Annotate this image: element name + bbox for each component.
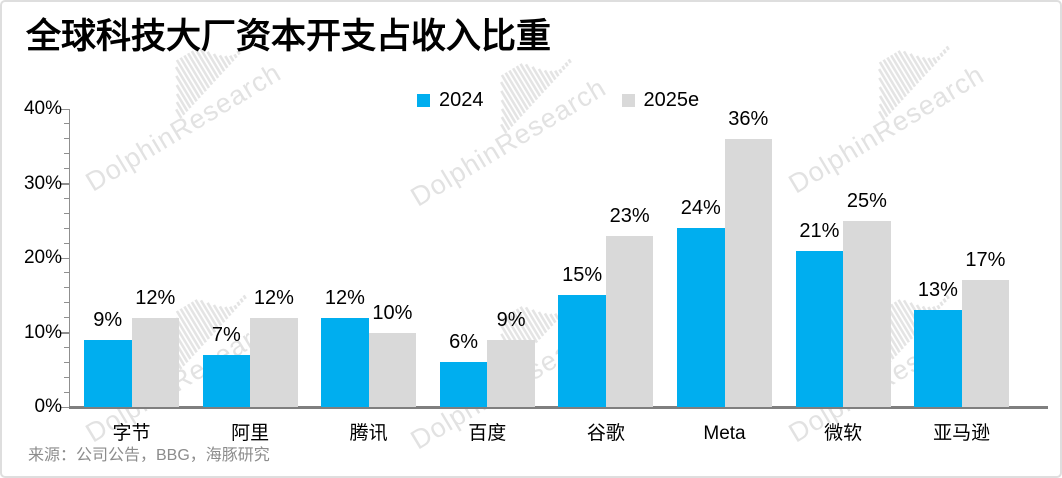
y-major-tick <box>60 406 69 408</box>
y-minor-tick <box>63 302 69 304</box>
bar <box>795 250 844 407</box>
bar <box>724 138 772 407</box>
legend-label: 2025e <box>643 89 700 111</box>
y-axis-line <box>68 109 70 407</box>
watermark: DolphinResearch <box>782 45 990 201</box>
source-note: 来源：公司公告，BBG，海豚研究 <box>28 447 270 464</box>
category-label: 百度 <box>468 423 507 444</box>
x-axis-line <box>68 406 1048 409</box>
y-tick-label: 10% <box>23 321 62 343</box>
y-minor-tick <box>63 227 69 229</box>
bar <box>961 280 1010 407</box>
legend: 2024 2025e <box>417 90 699 110</box>
legend-item: 2024 <box>417 90 484 110</box>
y-minor-tick <box>63 168 69 170</box>
category-label: 微软 <box>824 423 863 444</box>
y-tick-label: 30% <box>23 172 62 194</box>
category-label: 谷歌 <box>586 423 625 444</box>
legend-swatch-icon <box>417 93 430 107</box>
bar-value-label: 6% <box>449 331 478 354</box>
bar-value-label: 12% <box>135 286 176 309</box>
dolphin-wave-icon <box>499 58 572 134</box>
y-minor-tick <box>63 376 69 378</box>
y-tick-label: 0% <box>34 396 62 417</box>
bar <box>131 317 179 407</box>
y-major-tick <box>60 183 69 185</box>
y-minor-tick <box>63 361 69 363</box>
bar <box>250 317 298 407</box>
bar-value-label: 21% <box>799 219 840 242</box>
bar <box>84 339 132 407</box>
bar-value-label: 25% <box>846 189 887 212</box>
y-minor-tick <box>63 287 69 289</box>
bar <box>202 354 251 407</box>
y-minor-tick <box>63 272 69 274</box>
bar <box>487 339 535 407</box>
bar-value-label: 15% <box>562 264 603 287</box>
bar <box>677 228 725 407</box>
bar-value-label: 7% <box>211 323 241 346</box>
category-label: 亚马逊 <box>933 423 991 444</box>
bar-value-label: 13% <box>917 279 958 302</box>
y-minor-tick <box>63 153 69 155</box>
category-label: 阿里 <box>231 423 270 444</box>
category-label: 腾讯 <box>349 423 388 444</box>
y-minor-tick <box>63 317 69 319</box>
bar-value-label: 10% <box>372 301 413 324</box>
category-label: Meta <box>703 423 746 444</box>
bar <box>843 220 891 407</box>
bar-value-label: 23% <box>609 204 650 227</box>
bar <box>914 310 962 407</box>
bar-value-label: 36% <box>728 107 769 130</box>
bar-value-label: 17% <box>965 249 1006 272</box>
y-minor-tick <box>63 242 69 244</box>
bar <box>321 317 369 407</box>
legend-label: 2024 <box>439 89 484 111</box>
chart-title: 全球科技大厂资本开支占收入比重 <box>26 17 552 56</box>
bar <box>558 295 606 407</box>
y-major-tick <box>60 332 69 334</box>
watermark: DolphinResearch <box>79 43 287 199</box>
bar-value-label: 9% <box>496 308 526 331</box>
y-tick-label: 20% <box>23 247 62 268</box>
dolphin-wave-icon <box>877 45 950 121</box>
dolphin-wave-icon <box>174 43 247 119</box>
y-minor-tick <box>63 123 69 125</box>
y-minor-tick <box>63 197 69 199</box>
legend-swatch-icon <box>621 93 635 107</box>
bar-value-label: 12% <box>253 286 294 309</box>
y-minor-tick <box>63 391 69 393</box>
y-major-tick <box>60 257 69 259</box>
bar-value-label: 12% <box>324 286 365 309</box>
watermark: DolphinResearch <box>404 58 612 214</box>
legend-item: 2025e <box>621 89 700 111</box>
y-minor-tick <box>63 346 69 348</box>
y-minor-tick <box>63 138 69 140</box>
bar-value-label: 24% <box>680 197 721 220</box>
bar <box>368 332 417 407</box>
y-major-tick <box>60 108 69 110</box>
bar <box>439 362 488 407</box>
y-minor-tick <box>63 212 69 214</box>
bar <box>605 235 654 407</box>
category-label: 字节 <box>112 423 151 444</box>
y-tick-label: 40% <box>23 98 62 119</box>
bar-value-label: 9% <box>93 308 123 331</box>
